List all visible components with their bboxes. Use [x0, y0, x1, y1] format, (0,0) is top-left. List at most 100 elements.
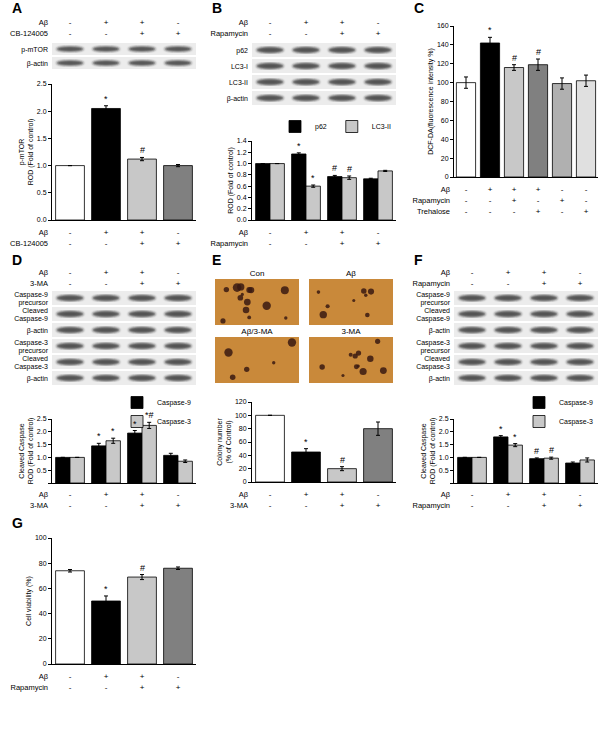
svg-text:Colony number(% of Control): Colony number(% of Control) — [216, 418, 233, 466]
svg-text:0.8: 0.8 — [237, 171, 247, 178]
svg-text:*: * — [311, 173, 315, 183]
svg-text:-: - — [177, 268, 180, 277]
svg-text:160: 160 — [437, 22, 449, 29]
svg-text:#: # — [332, 163, 337, 173]
svg-text:*: * — [513, 432, 517, 442]
svg-text:+: + — [512, 185, 517, 194]
svg-text:-: - — [269, 18, 272, 27]
svg-text:2.0: 2.0 — [439, 428, 449, 435]
svg-text:2.5: 2.5 — [37, 80, 47, 87]
svg-text:+: + — [542, 268, 547, 277]
svg-text:+: + — [340, 228, 345, 237]
svg-text:Rapamycin: Rapamycin — [210, 29, 248, 38]
svg-text:+: + — [376, 239, 381, 248]
svg-text:Caspase-3: Caspase-3 — [157, 418, 191, 426]
svg-text:3-MA: 3-MA — [30, 501, 48, 510]
svg-text:-: - — [377, 490, 380, 499]
svg-text:-: - — [377, 18, 380, 27]
svg-text:-: - — [177, 672, 180, 681]
svg-text:0.0: 0.0 — [37, 216, 47, 223]
svg-text:-: - — [105, 239, 108, 248]
svg-text:+: + — [140, 501, 145, 510]
svg-text:+: + — [542, 501, 547, 510]
svg-text:0.5: 0.5 — [37, 189, 47, 196]
svg-text:β-actin: β-actin — [27, 375, 48, 383]
svg-text:-: - — [489, 207, 492, 216]
svg-text:*: * — [488, 25, 492, 35]
svg-text:+: + — [340, 29, 345, 38]
svg-text:CleavedCaspase-3: CleavedCaspase-3 — [416, 355, 450, 371]
svg-text:CleavedCaspase-3: CleavedCaspase-3 — [14, 355, 48, 371]
svg-text:-: - — [105, 29, 108, 38]
svg-text:+: + — [104, 268, 109, 277]
svg-text:-: - — [305, 239, 308, 248]
svg-text:Rapamycin: Rapamycin — [412, 196, 450, 205]
svg-text:Aβ: Aβ — [239, 18, 249, 27]
svg-text:0.5: 0.5 — [37, 467, 47, 474]
svg-text:-: - — [585, 196, 588, 205]
svg-text:-: - — [105, 501, 108, 510]
svg-text:Caspase-9: Caspase-9 — [559, 399, 593, 407]
svg-text:+: + — [578, 501, 583, 510]
svg-text:60: 60 — [239, 438, 247, 445]
svg-text:β-actin: β-actin — [27, 327, 48, 335]
svg-text:20: 20 — [39, 635, 47, 642]
svg-text:Cell viability (%): Cell viability (%) — [25, 576, 33, 626]
svg-text:-: - — [269, 239, 272, 248]
svg-text:+: + — [340, 490, 345, 499]
svg-text:0.4: 0.4 — [237, 194, 247, 201]
svg-text:F: F — [414, 252, 423, 268]
svg-text:Caspase-9precursor: Caspase-9precursor — [416, 291, 451, 307]
svg-text:CB-124005: CB-124005 — [10, 239, 48, 248]
svg-text:+: + — [340, 18, 345, 27]
svg-text:120: 120 — [235, 398, 247, 405]
svg-text:-: - — [69, 18, 72, 27]
svg-text:-: - — [471, 490, 474, 499]
svg-text:100: 100 — [235, 412, 247, 419]
svg-text:Caspase-3precursor: Caspase-3precursor — [416, 339, 451, 355]
svg-text:LC3-II: LC3-II — [229, 79, 248, 86]
svg-text:-: - — [69, 228, 72, 237]
svg-text:1.0: 1.0 — [439, 454, 449, 461]
svg-text:80: 80 — [39, 560, 47, 567]
svg-text:-: - — [105, 279, 108, 288]
svg-text:Caspase-9: Caspase-9 — [157, 399, 191, 407]
svg-text:Cleaved CaspaseROD (Fold of co: Cleaved CaspaseROD (Fold of control) — [420, 418, 437, 485]
svg-text:+: + — [536, 185, 541, 194]
svg-text:2.5: 2.5 — [37, 415, 47, 422]
svg-text:+: + — [140, 683, 145, 692]
svg-text:3-MA: 3-MA — [30, 279, 48, 288]
svg-text:*: * — [111, 426, 115, 436]
svg-text:+: + — [176, 29, 181, 38]
svg-text:1.4: 1.4 — [237, 137, 247, 144]
svg-text:#: # — [140, 145, 145, 155]
svg-text:CleavedCaspase-9: CleavedCaspase-9 — [14, 307, 48, 323]
svg-text:-: - — [561, 185, 564, 194]
svg-text:-: - — [377, 228, 380, 237]
svg-text:-: - — [471, 279, 474, 288]
svg-text:*: * — [304, 437, 308, 447]
svg-text:0.5: 0.5 — [439, 467, 449, 474]
svg-text:+: + — [506, 268, 511, 277]
svg-text:#: # — [347, 164, 352, 174]
svg-text:-: - — [69, 279, 72, 288]
svg-text:-: - — [69, 490, 72, 499]
svg-text:0.2: 0.2 — [237, 205, 247, 212]
svg-text:B: B — [212, 0, 222, 16]
svg-text:100: 100 — [35, 534, 47, 541]
svg-text:1.5: 1.5 — [37, 135, 47, 142]
svg-text:ROD (Fold of control): ROD (Fold of control) — [227, 147, 235, 214]
svg-text:β-actin: β-actin — [27, 60, 48, 68]
svg-text:-: - — [507, 501, 510, 510]
svg-text:80: 80 — [441, 98, 449, 105]
svg-text:Caspase-9precursor: Caspase-9precursor — [14, 291, 49, 307]
svg-text:20: 20 — [239, 465, 247, 472]
svg-text:1.0: 1.0 — [237, 160, 247, 167]
svg-text:Aβ: Aβ — [39, 228, 49, 237]
svg-text:-: - — [69, 501, 72, 510]
svg-text:40: 40 — [39, 610, 47, 617]
svg-text:Caspase-3: Caspase-3 — [559, 418, 593, 426]
svg-text:80: 80 — [239, 425, 247, 432]
svg-text:CB-124005: CB-124005 — [10, 29, 48, 38]
svg-text:Caspase-3precursor: Caspase-3precursor — [14, 339, 49, 355]
